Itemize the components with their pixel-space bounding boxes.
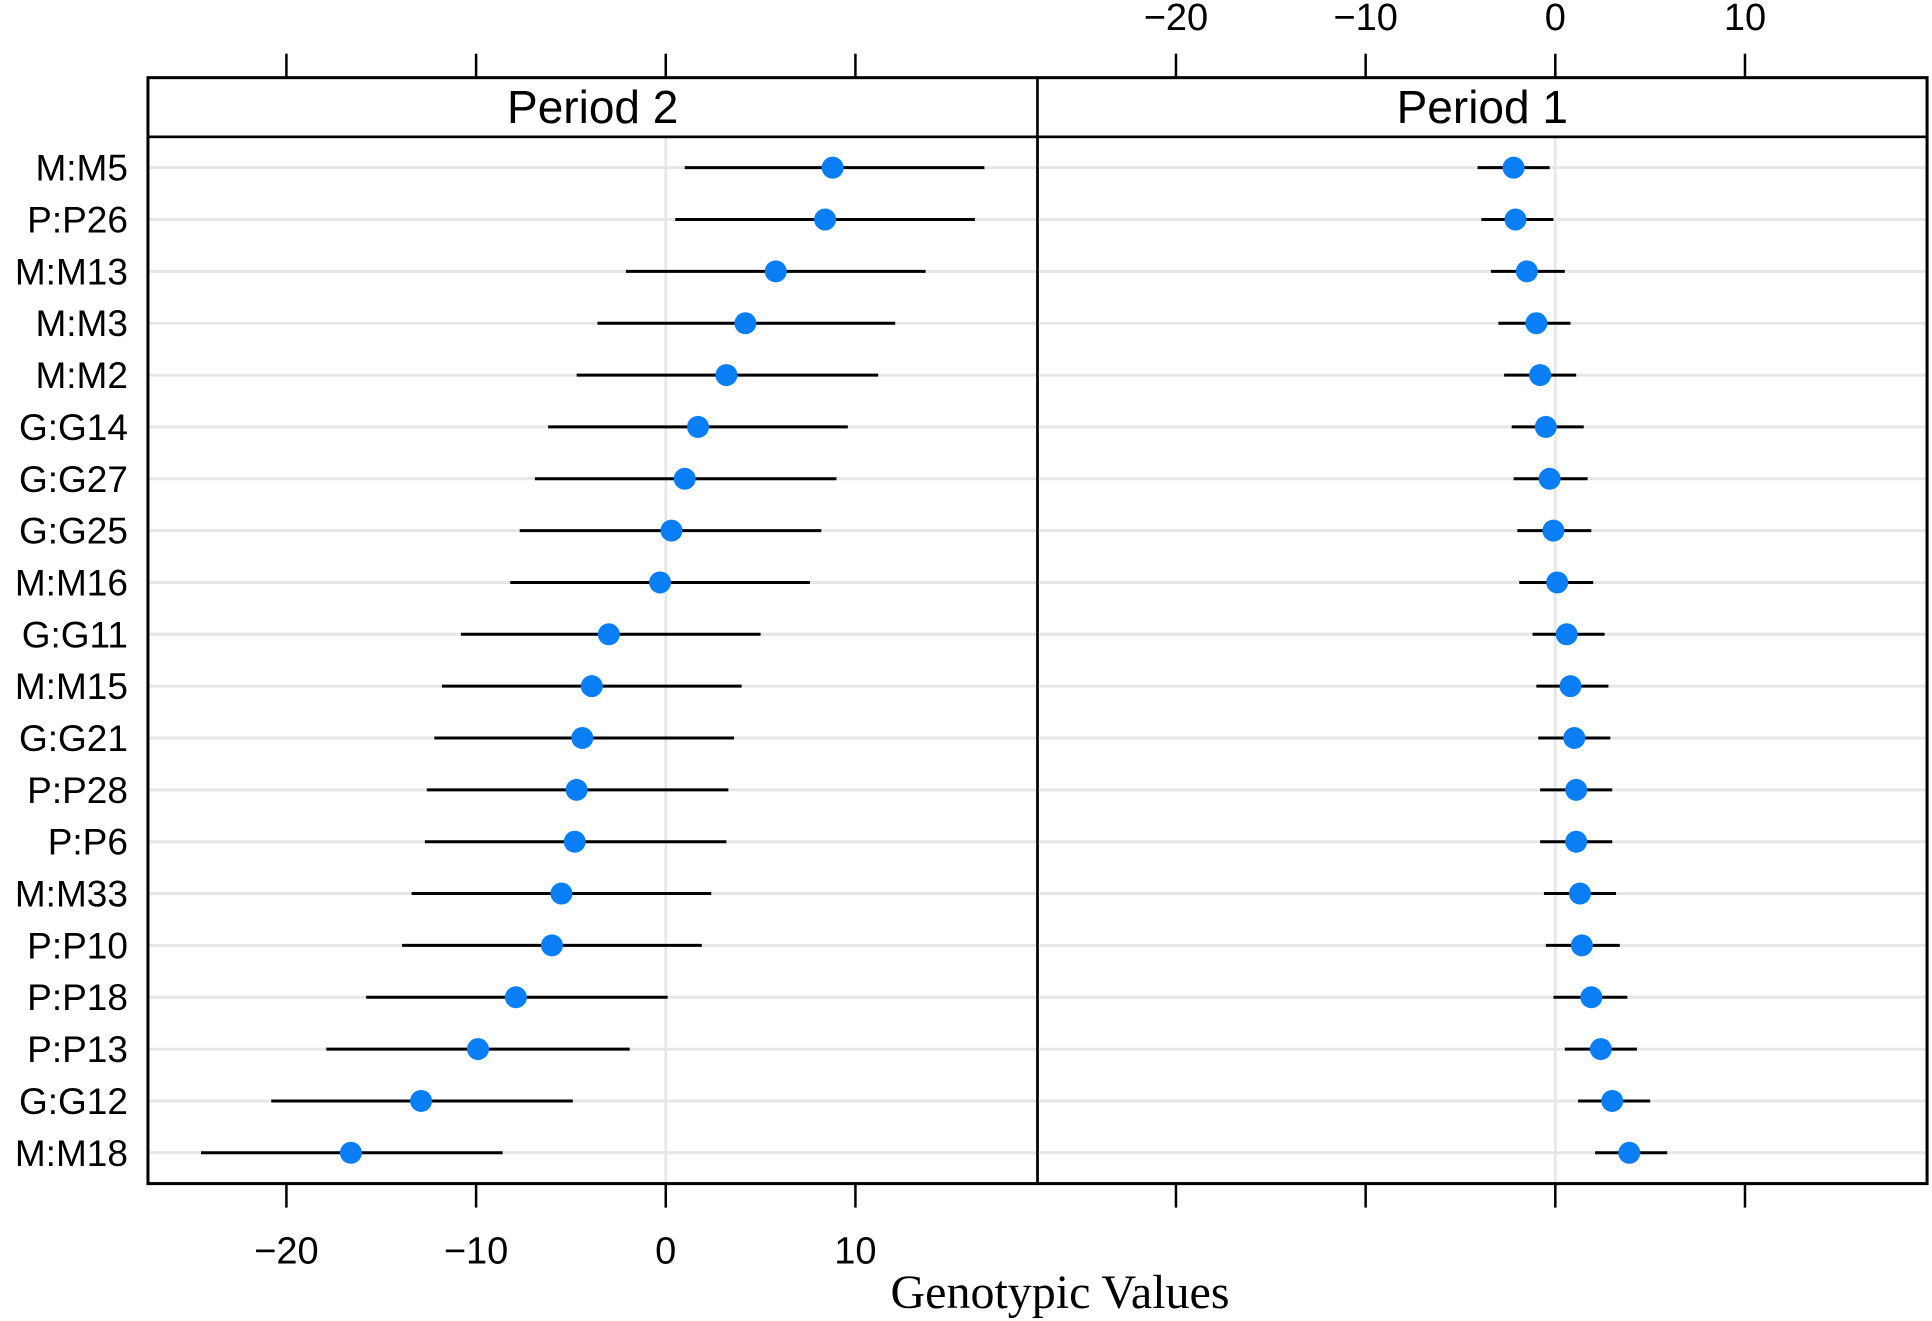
y-category-label: G:G21 [19,718,128,759]
y-category-label: M:M18 [15,1133,128,1174]
data-point [563,830,586,853]
data-point [1570,934,1593,957]
data-point [673,467,696,490]
data-point [565,778,588,801]
x-tick-label: 10 [834,1231,876,1273]
panel-period-1: Period 1 −20 −10 0 10 [1036,0,1929,1208]
y-category-label: P:P26 [27,200,128,241]
y-category-label: P:P18 [27,977,128,1018]
y-category-label: G:G14 [19,407,128,448]
x-tick-label: 0 [655,1231,676,1273]
data-point [550,882,573,905]
data-point [649,571,672,594]
data-point [1563,727,1586,750]
y-category-label: G:G27 [19,459,128,500]
x-tick-label: −10 [1333,0,1397,39]
data-point [821,156,844,179]
data-point [1565,778,1588,801]
data-point [1589,1038,1612,1061]
data-point [1502,156,1525,179]
data-point [1515,260,1538,283]
data-point [580,675,603,698]
data-point [466,1038,489,1061]
x-tick-label: −20 [1144,0,1208,39]
y-category-label: G:G12 [19,1081,128,1122]
panel-border [1036,135,1929,1185]
strip-label: Period 2 [507,81,678,133]
data-point [1538,467,1561,490]
data-point [339,1141,362,1164]
data-point [1542,519,1565,542]
y-category-label: P:P6 [48,822,128,863]
data-point [1565,830,1588,853]
y-category-label: M:M16 [15,562,128,603]
data-point [1601,1089,1624,1112]
panel-period-2: Period 2 −20 −10 0 10 [146,53,1039,1273]
data-point [1559,675,1582,698]
data-point [686,415,709,438]
data-point [1504,208,1527,231]
y-category-label: M:M33 [15,874,128,915]
data-point [504,986,527,1009]
data-point [1568,882,1591,905]
data-point [597,623,620,646]
data-point [660,519,683,542]
y-category-label: G:G11 [22,614,128,655]
data-point [715,364,738,387]
y-category-label: P:P28 [27,770,128,811]
y-category-label: G:G25 [19,511,128,552]
data-point [814,208,837,231]
panel-border [146,135,1039,1185]
data-point [1534,415,1557,438]
data-point [1529,364,1552,387]
data-point [1555,623,1578,646]
x-axis-title: Genotypic Values [890,1266,1229,1319]
x-tick-label: −10 [444,1231,508,1273]
data-point [734,312,757,335]
data-point [1525,312,1548,335]
outer-border [146,76,1929,1186]
data-point [1580,986,1603,1009]
data-point [1546,571,1569,594]
data-point [764,260,787,283]
data-point [540,934,563,957]
y-category-label: M:M2 [35,355,128,396]
y-category-label: M:M15 [15,666,128,707]
data-point [410,1089,433,1112]
data-point [571,727,594,750]
strip-label: Period 1 [1397,81,1568,133]
y-category-label: M:M3 [35,303,128,344]
x-tick-label: 0 [1545,0,1566,39]
x-tick-label: −20 [254,1231,318,1273]
x-tick-label: 10 [1724,0,1766,39]
y-category-label: M:M5 [35,148,128,189]
y-category-label: P:P10 [27,925,128,966]
y-category-label: M:M13 [15,251,128,292]
data-point [1618,1141,1641,1164]
y-category-label: P:P13 [27,1029,128,1070]
